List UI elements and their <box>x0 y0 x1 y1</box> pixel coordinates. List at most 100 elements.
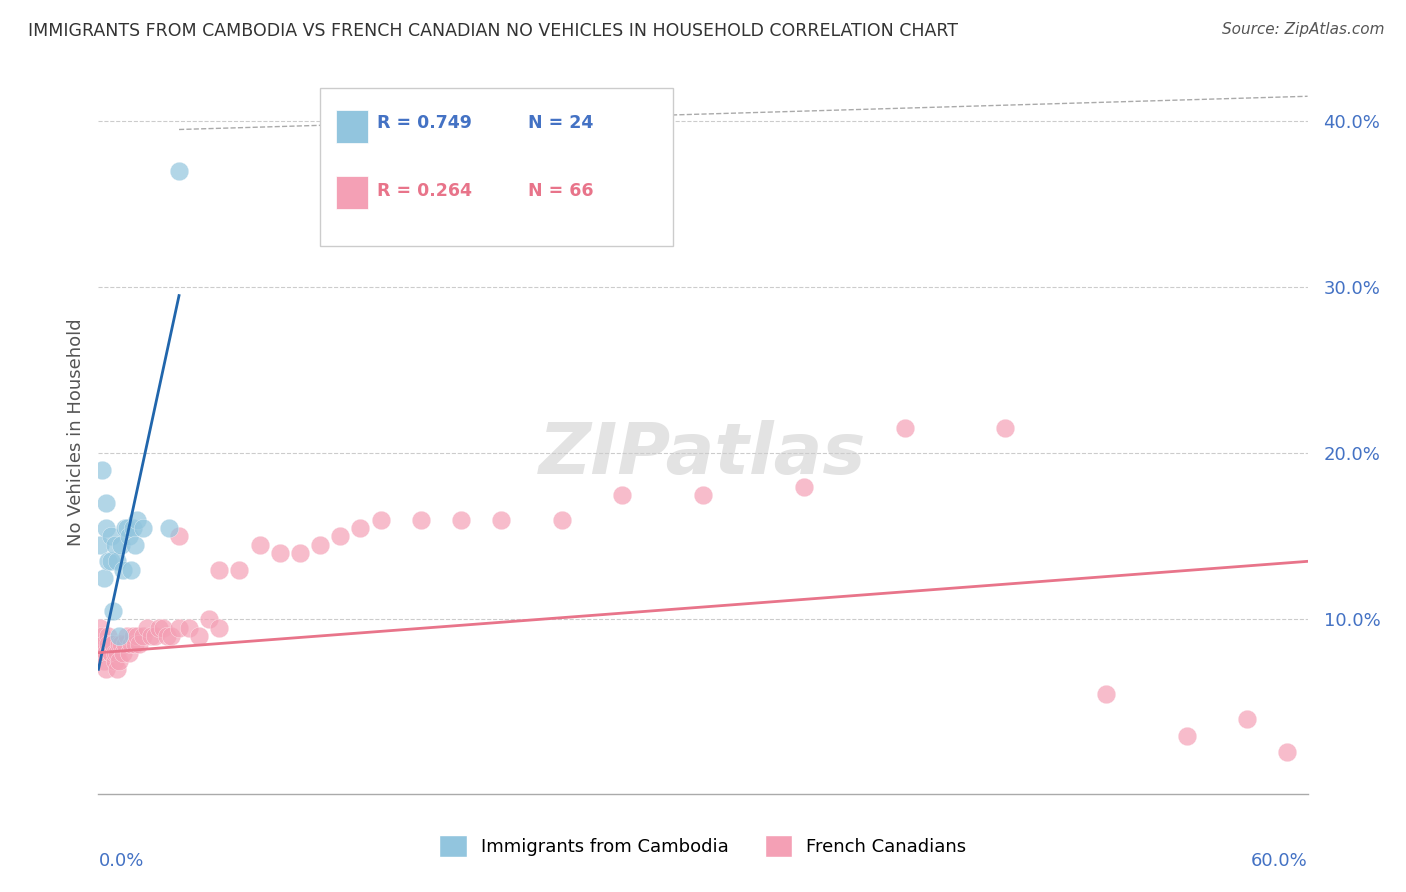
Point <box>101 637 124 651</box>
Point <box>100 529 122 543</box>
Point <box>110 637 132 651</box>
Point <box>148 621 170 635</box>
Point <box>105 646 128 660</box>
Point <box>118 646 141 660</box>
Text: R = 0.264: R = 0.264 <box>377 182 471 200</box>
Point <box>179 621 201 635</box>
Point <box>93 637 115 651</box>
Point <box>115 629 138 643</box>
Point <box>124 538 146 552</box>
Text: 0.0%: 0.0% <box>98 852 143 870</box>
Point <box>893 421 915 435</box>
Point <box>450 513 472 527</box>
Point <box>105 662 128 676</box>
Point <box>409 513 432 527</box>
Point <box>97 629 120 643</box>
Point <box>89 538 111 552</box>
Point <box>167 621 190 635</box>
Point <box>135 621 157 635</box>
Text: R = 0.749: R = 0.749 <box>377 114 471 132</box>
Point <box>198 612 221 626</box>
Point <box>120 637 142 651</box>
Point <box>96 521 118 535</box>
Point <box>101 604 124 618</box>
Point <box>128 637 150 651</box>
Point <box>97 637 120 651</box>
Point <box>309 538 332 552</box>
Legend: Immigrants from Cambodia, French Canadians: Immigrants from Cambodia, French Canadia… <box>440 835 966 857</box>
Point <box>96 662 118 676</box>
Point <box>91 463 114 477</box>
Text: N = 66: N = 66 <box>527 182 593 200</box>
Text: 60.0%: 60.0% <box>1251 852 1308 870</box>
Point <box>100 646 122 660</box>
Point <box>107 629 129 643</box>
Point <box>96 496 118 510</box>
Point <box>111 646 134 660</box>
Point <box>329 529 352 543</box>
Point <box>349 521 371 535</box>
Point <box>89 637 111 651</box>
Point <box>160 629 183 643</box>
Point <box>125 513 148 527</box>
Point <box>121 521 143 535</box>
Point <box>167 529 190 543</box>
Point <box>103 654 125 668</box>
Text: ZIPatlas: ZIPatlas <box>540 420 866 489</box>
Point <box>124 637 146 651</box>
Point <box>93 571 115 585</box>
Y-axis label: No Vehicles in Household: No Vehicles in Household <box>66 318 84 547</box>
Text: IMMIGRANTS FROM CAMBODIA VS FRENCH CANADIAN NO VEHICLES IN HOUSEHOLD CORRELATION: IMMIGRANTS FROM CAMBODIA VS FRENCH CANAD… <box>28 22 957 40</box>
Point <box>121 629 143 643</box>
Point <box>994 421 1017 435</box>
Point <box>228 563 250 577</box>
Point <box>157 521 180 535</box>
Point <box>551 513 574 527</box>
Point <box>107 637 129 651</box>
Point <box>167 164 190 178</box>
Point <box>110 538 132 552</box>
Point <box>208 563 231 577</box>
FancyBboxPatch shape <box>321 88 673 246</box>
Point <box>269 546 291 560</box>
Point <box>101 637 124 651</box>
Point <box>118 529 141 543</box>
Point <box>120 563 142 577</box>
Point <box>100 646 122 660</box>
Point <box>132 521 155 535</box>
Point <box>1175 729 1198 743</box>
Point <box>97 554 120 568</box>
Point <box>793 480 815 494</box>
Point <box>103 646 125 660</box>
Point <box>1095 687 1118 701</box>
Point <box>288 546 311 560</box>
Point <box>103 538 125 552</box>
Point <box>156 629 179 643</box>
Point <box>132 629 155 643</box>
Point <box>114 521 136 535</box>
Point <box>91 646 114 660</box>
Text: N = 24: N = 24 <box>527 114 593 132</box>
Point <box>93 654 115 668</box>
Point <box>188 629 211 643</box>
Point <box>1236 712 1258 726</box>
Point <box>96 646 118 660</box>
Point <box>208 621 231 635</box>
Point <box>107 654 129 668</box>
Point <box>143 629 166 643</box>
Point <box>152 621 174 635</box>
FancyBboxPatch shape <box>336 110 368 143</box>
FancyBboxPatch shape <box>336 176 368 210</box>
Text: Source: ZipAtlas.com: Source: ZipAtlas.com <box>1222 22 1385 37</box>
Point <box>105 554 128 568</box>
Point <box>692 488 714 502</box>
Point <box>491 513 513 527</box>
Point <box>139 629 162 643</box>
Point <box>115 521 138 535</box>
Point <box>91 629 114 643</box>
Point <box>1277 745 1299 759</box>
Point <box>89 621 111 635</box>
Point <box>100 554 122 568</box>
Point <box>111 563 134 577</box>
Point <box>249 538 271 552</box>
